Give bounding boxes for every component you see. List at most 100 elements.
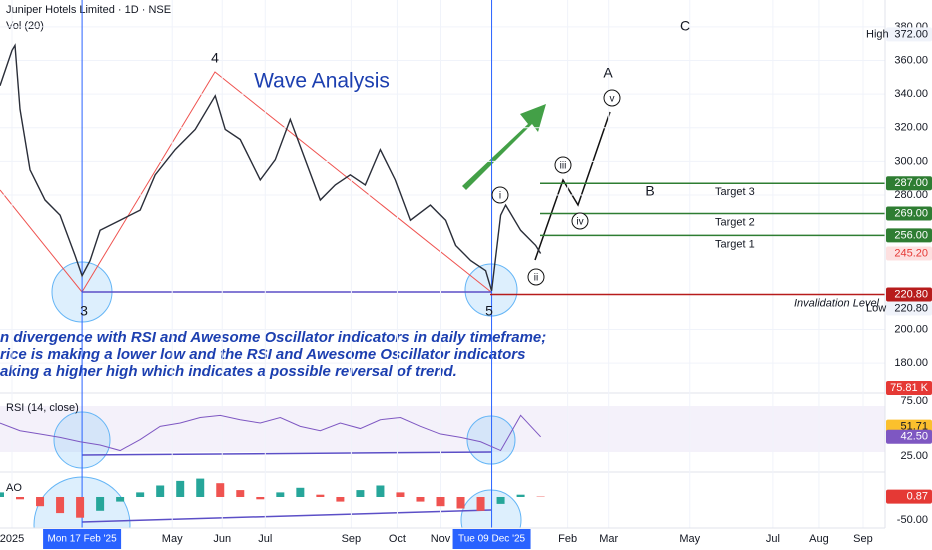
ao-value-box	[886, 489, 932, 504]
x-tick-label: Mar	[599, 533, 618, 545]
projection-path	[534, 111, 611, 261]
y-tick-label: 300.00	[894, 155, 928, 167]
ao-bar	[396, 492, 405, 497]
x-tick-label: 2025	[0, 533, 24, 545]
ao-bar	[376, 485, 385, 497]
ao-bar	[36, 496, 45, 507]
level-value-box	[886, 176, 932, 191]
ao-bar	[56, 496, 65, 514]
ao-bar	[96, 496, 105, 511]
y-tick-label: 320.00	[894, 122, 928, 134]
y-tick-label: 360.00	[894, 54, 928, 66]
wave-circle	[527, 268, 545, 286]
low-value-box	[886, 301, 932, 316]
y-tick-label: 25.00	[900, 450, 928, 462]
wave-label: 5	[485, 303, 493, 319]
crosshair-label: Tue 09 Dec '25	[458, 534, 526, 545]
high-name: High	[866, 28, 889, 40]
x-tick-label: Jun	[213, 533, 231, 545]
wave-label: ii	[534, 273, 538, 284]
crosshair-box	[452, 529, 531, 549]
x-tick-label: Jul	[258, 533, 272, 545]
y-tick-label: -50.00	[897, 514, 928, 526]
wave-label: B	[645, 183, 654, 199]
x-tick-label: Nov	[431, 533, 451, 545]
wave-label: i	[499, 191, 501, 202]
ao-bar	[116, 496, 125, 502]
pane-title: AO	[6, 482, 22, 494]
divergence-line	[81, 509, 492, 523]
ao-bar	[16, 496, 25, 500]
crosshair-box	[43, 529, 122, 549]
wave-label: iii	[560, 161, 567, 172]
level-value-box	[886, 228, 932, 243]
low-value: 220.80	[894, 302, 928, 314]
ao-bar	[196, 478, 205, 497]
wave-circle	[603, 89, 621, 107]
ao-bar	[296, 487, 305, 497]
wave-label: A	[603, 65, 613, 81]
divergence-line	[81, 451, 492, 456]
level-name: Target 2	[715, 216, 755, 228]
last-price-box	[886, 246, 932, 261]
ao-bar	[276, 492, 285, 497]
x-tick-label: May	[162, 533, 183, 545]
ao-bar	[176, 480, 185, 497]
y-tick-label: 180.00	[894, 357, 928, 369]
ao-bar	[76, 496, 85, 518]
series-line	[0, 414, 541, 452]
ao-bar	[216, 483, 225, 497]
rsi-ma: 51.71	[900, 421, 928, 433]
x-tick-label: Feb	[558, 533, 577, 545]
level-value: 269.00	[894, 207, 928, 219]
wave-circle	[491, 186, 509, 204]
x-tick-label: May	[679, 533, 700, 545]
crosshair-label: Mon 17 Feb '25	[47, 534, 117, 545]
level-name: Target 3	[715, 186, 755, 198]
y-tick-label: 280.00	[894, 189, 928, 201]
level-value-box	[886, 206, 932, 221]
level-value-box	[886, 287, 932, 302]
wave-label: iv	[576, 217, 583, 228]
level-name: Target 1	[715, 238, 755, 250]
ao-bar	[436, 496, 445, 507]
level-value: 287.00	[894, 177, 928, 189]
rsi-value-box	[886, 429, 932, 444]
ao-bar	[356, 490, 365, 497]
wave-circle	[571, 212, 589, 230]
wave-label: v	[610, 94, 615, 105]
trend-arrow	[462, 104, 546, 190]
high-value-box	[886, 27, 932, 42]
ao-bar	[496, 496, 505, 504]
x-tick-label: Aug	[809, 533, 829, 545]
ao-value: 0.87	[907, 490, 928, 502]
symbol-title: Juniper Hotels Limited · 1D · NSE	[6, 4, 171, 16]
wave-label: 4	[211, 50, 219, 66]
note-line: n divergence with RSI and Awesome Oscill…	[0, 329, 546, 346]
x-tick-label: Sep	[853, 533, 873, 545]
rsi-band	[0, 406, 885, 452]
drawings	[0, 71, 611, 523]
note-line: rice is making a lower low and the RSI a…	[0, 346, 525, 363]
volume-value: 75.81 K	[890, 382, 929, 394]
x-tick-label: Oct	[389, 533, 406, 545]
wave-circle	[554, 156, 572, 174]
rsi-value: 42.50	[900, 431, 928, 443]
ao-bar	[476, 496, 485, 511]
pane-separators	[0, 392, 885, 473]
ao-bar	[416, 496, 425, 502]
x-tick-label: Sep	[342, 533, 362, 545]
ao-bar	[336, 496, 345, 502]
chart-title: Wave Analysis	[254, 70, 390, 93]
y-tick-label: 75.00	[900, 395, 928, 407]
y-tick-label: 200.00	[894, 323, 928, 335]
low-name: Low	[866, 302, 886, 314]
ao-bar	[516, 494, 525, 497]
ao-bar	[316, 494, 325, 497]
wave-label: C	[680, 18, 690, 34]
volume-value-box	[886, 381, 932, 395]
level-name: Invalidation Level	[794, 297, 880, 309]
note-line: aking a higher high which indicates a po…	[0, 363, 457, 380]
